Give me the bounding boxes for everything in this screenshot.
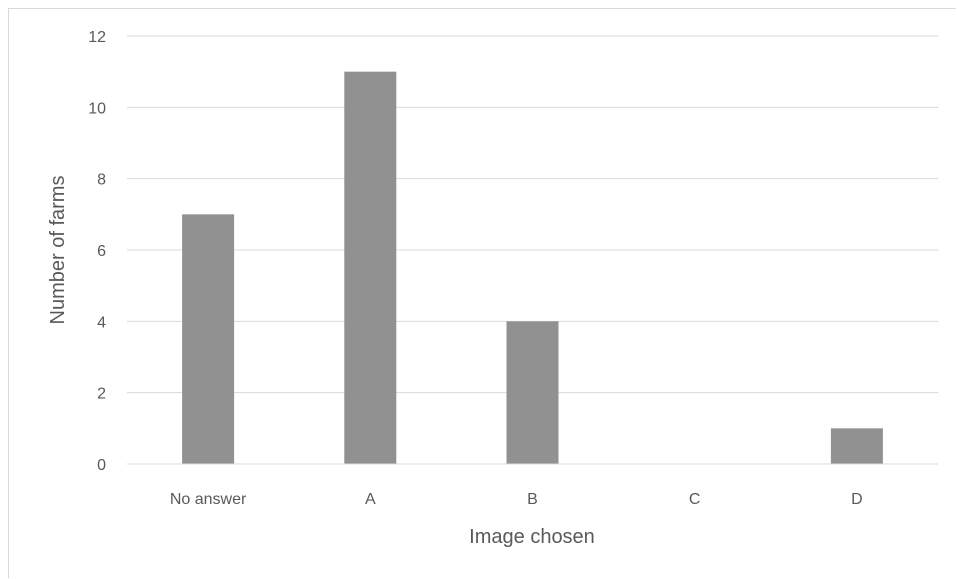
bar-b xyxy=(506,321,559,464)
y-tick-label: 6 xyxy=(97,243,106,260)
bar-a xyxy=(344,71,397,465)
y-tick-label: 0 xyxy=(97,457,106,474)
y-axis-title: Number of farms xyxy=(47,176,69,325)
y-tick-labels: 0 2 4 6 8 10 12 xyxy=(88,29,106,474)
bar-no-answer xyxy=(182,214,235,464)
x-tick-label: C xyxy=(689,491,701,508)
x-tick-label: D xyxy=(851,491,863,508)
y-tick-label: 12 xyxy=(88,29,106,46)
y-tick-label: 2 xyxy=(97,386,106,403)
x-axis-title: Image chosen xyxy=(469,526,595,548)
bars xyxy=(182,71,883,465)
x-tick-label: A xyxy=(365,491,376,508)
y-tick-label: 4 xyxy=(97,314,106,331)
bar-d xyxy=(830,428,883,464)
x-tick-label: B xyxy=(527,491,538,508)
y-tick-label: 10 xyxy=(88,100,106,117)
chart-frame xyxy=(8,8,956,578)
y-tick-label: 8 xyxy=(97,172,106,189)
x-tick-label: No answer xyxy=(170,491,247,508)
x-tick-labels: No answer A B C D xyxy=(170,491,863,508)
